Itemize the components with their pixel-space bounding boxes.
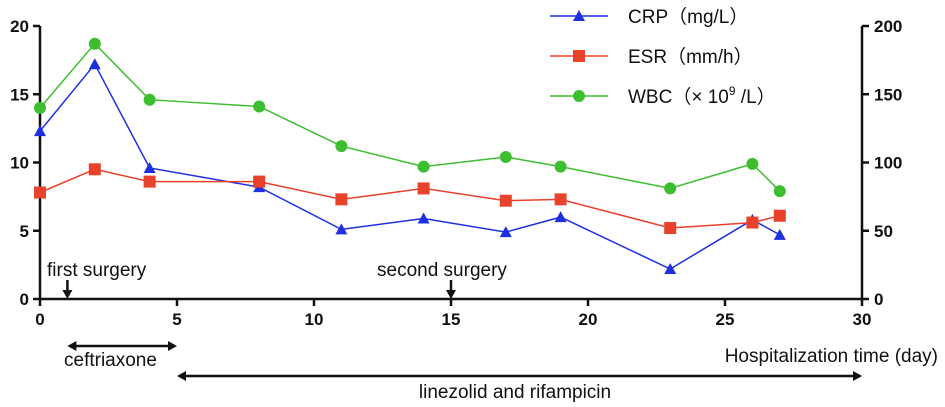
left-y-tick-label: 20 (10, 17, 29, 36)
plot-area: 0 5 10 15 20 0 50 100 150 200 0 5 10 15 20 25 30 (10, 17, 902, 329)
x-tick-label: 15 (442, 310, 461, 329)
wbc-point (143, 93, 156, 106)
esr-point (335, 193, 348, 206)
esr-point (664, 222, 677, 235)
legend-item-esr: ESR（mm/h） (550, 46, 753, 68)
left-y-tick-label: 10 (10, 154, 29, 173)
legend-crp-triangle-icon (573, 10, 585, 21)
x-tick-label: 30 (853, 310, 872, 329)
esr-point (253, 175, 266, 188)
legend: CRP（mg/L） ESR（mm/h） WBC（× 109 /L） (550, 6, 776, 108)
x-tick-label: 25 (716, 310, 735, 329)
crp-point (34, 125, 46, 137)
crp-point (335, 223, 348, 235)
series-esr (34, 163, 786, 235)
x-ticks: 0 5 10 15 20 25 30 (35, 299, 871, 329)
legend-esr-label: ESR（mm/h） (628, 46, 753, 68)
right-y-tick-label: 0 (874, 290, 883, 309)
wbc-point (746, 157, 759, 170)
left-y-tick-label: 15 (10, 85, 29, 104)
crp-point (554, 211, 567, 223)
wbc-point (335, 140, 348, 153)
crp-point (417, 212, 430, 224)
left-y-tick-label: 0 (20, 290, 29, 309)
legend-item-crp: CRP（mg/L） (550, 6, 748, 28)
esr-point (143, 175, 156, 188)
crp-point (143, 161, 156, 173)
linezolid-rifampicin-arrowhead-right (853, 371, 862, 381)
legend-esr-square-icon (573, 50, 585, 62)
right-y-tick-label: 150 (874, 85, 902, 104)
wbc-point (499, 151, 512, 164)
wbc-point (417, 160, 430, 173)
x-tick-label: 10 (305, 310, 324, 329)
second-surgery-label: second surgery (377, 260, 507, 281)
right-y-tick-label: 100 (874, 154, 902, 173)
left-y-ticks: 0 5 10 15 20 (10, 17, 40, 309)
right-y-tick-label: 200 (874, 17, 902, 36)
legend-wbc-label-suffix: /L） (736, 86, 776, 108)
crp-point (499, 226, 512, 238)
crp-point (664, 262, 677, 274)
wbc-point (773, 185, 786, 198)
wbc-point (554, 160, 567, 173)
left-y-tick-label: 5 (20, 222, 29, 241)
crp-point (773, 228, 786, 240)
surgery-annotations: first surgery second surgery (47, 260, 507, 299)
treatment-annotations: ceftriaxone linezolid and rifampicin (64, 341, 862, 403)
wbc-point (88, 37, 101, 50)
right-y-tick-label: 50 (874, 222, 893, 241)
esr-point (746, 216, 759, 229)
wbc-point (664, 182, 677, 195)
right-y-ticks: 0 50 100 150 200 (862, 17, 902, 309)
esr-point (773, 209, 786, 222)
linezolid-rifampicin-arrowhead-left (177, 371, 186, 381)
wbc-point (253, 100, 266, 113)
series-layer (34, 37, 786, 274)
x-tick-label: 5 (172, 310, 181, 329)
legend-wbc-label-sup: 9 (729, 84, 736, 98)
legend-wbc-circle-icon (573, 90, 585, 102)
esr-point (417, 182, 430, 195)
legend-wbc-label: WBC（× 109 /L） (628, 84, 776, 108)
esr-point (88, 163, 101, 176)
x-tick-label: 20 (579, 310, 598, 329)
series-wbc (34, 37, 786, 198)
first-surgery-label: first surgery (47, 260, 147, 281)
x-tick-label: 0 (35, 310, 44, 329)
ceftriaxone-arrowhead-left (67, 341, 77, 351)
legend-wbc-label-prefix: WBC（× 10 (628, 86, 729, 108)
legend-item-wbc: WBC（× 109 /L） (550, 84, 776, 108)
linezolid-rifampicin-label: linezolid and rifampicin (419, 382, 611, 403)
crp-point (88, 58, 101, 70)
legend-crp-label: CRP（mg/L） (628, 6, 748, 28)
ceftriaxone-label: ceftriaxone (64, 350, 157, 371)
esr-point (34, 186, 46, 199)
first-surgery-arrowhead (62, 290, 73, 299)
esr-point (554, 193, 567, 206)
esr-point (499, 194, 512, 207)
ceftriaxone-arrowhead-right (168, 341, 177, 351)
second-surgery-arrowhead (446, 290, 456, 299)
wbc-point (34, 101, 46, 114)
x-axis-title: Hospitalization time (day) (725, 346, 938, 367)
